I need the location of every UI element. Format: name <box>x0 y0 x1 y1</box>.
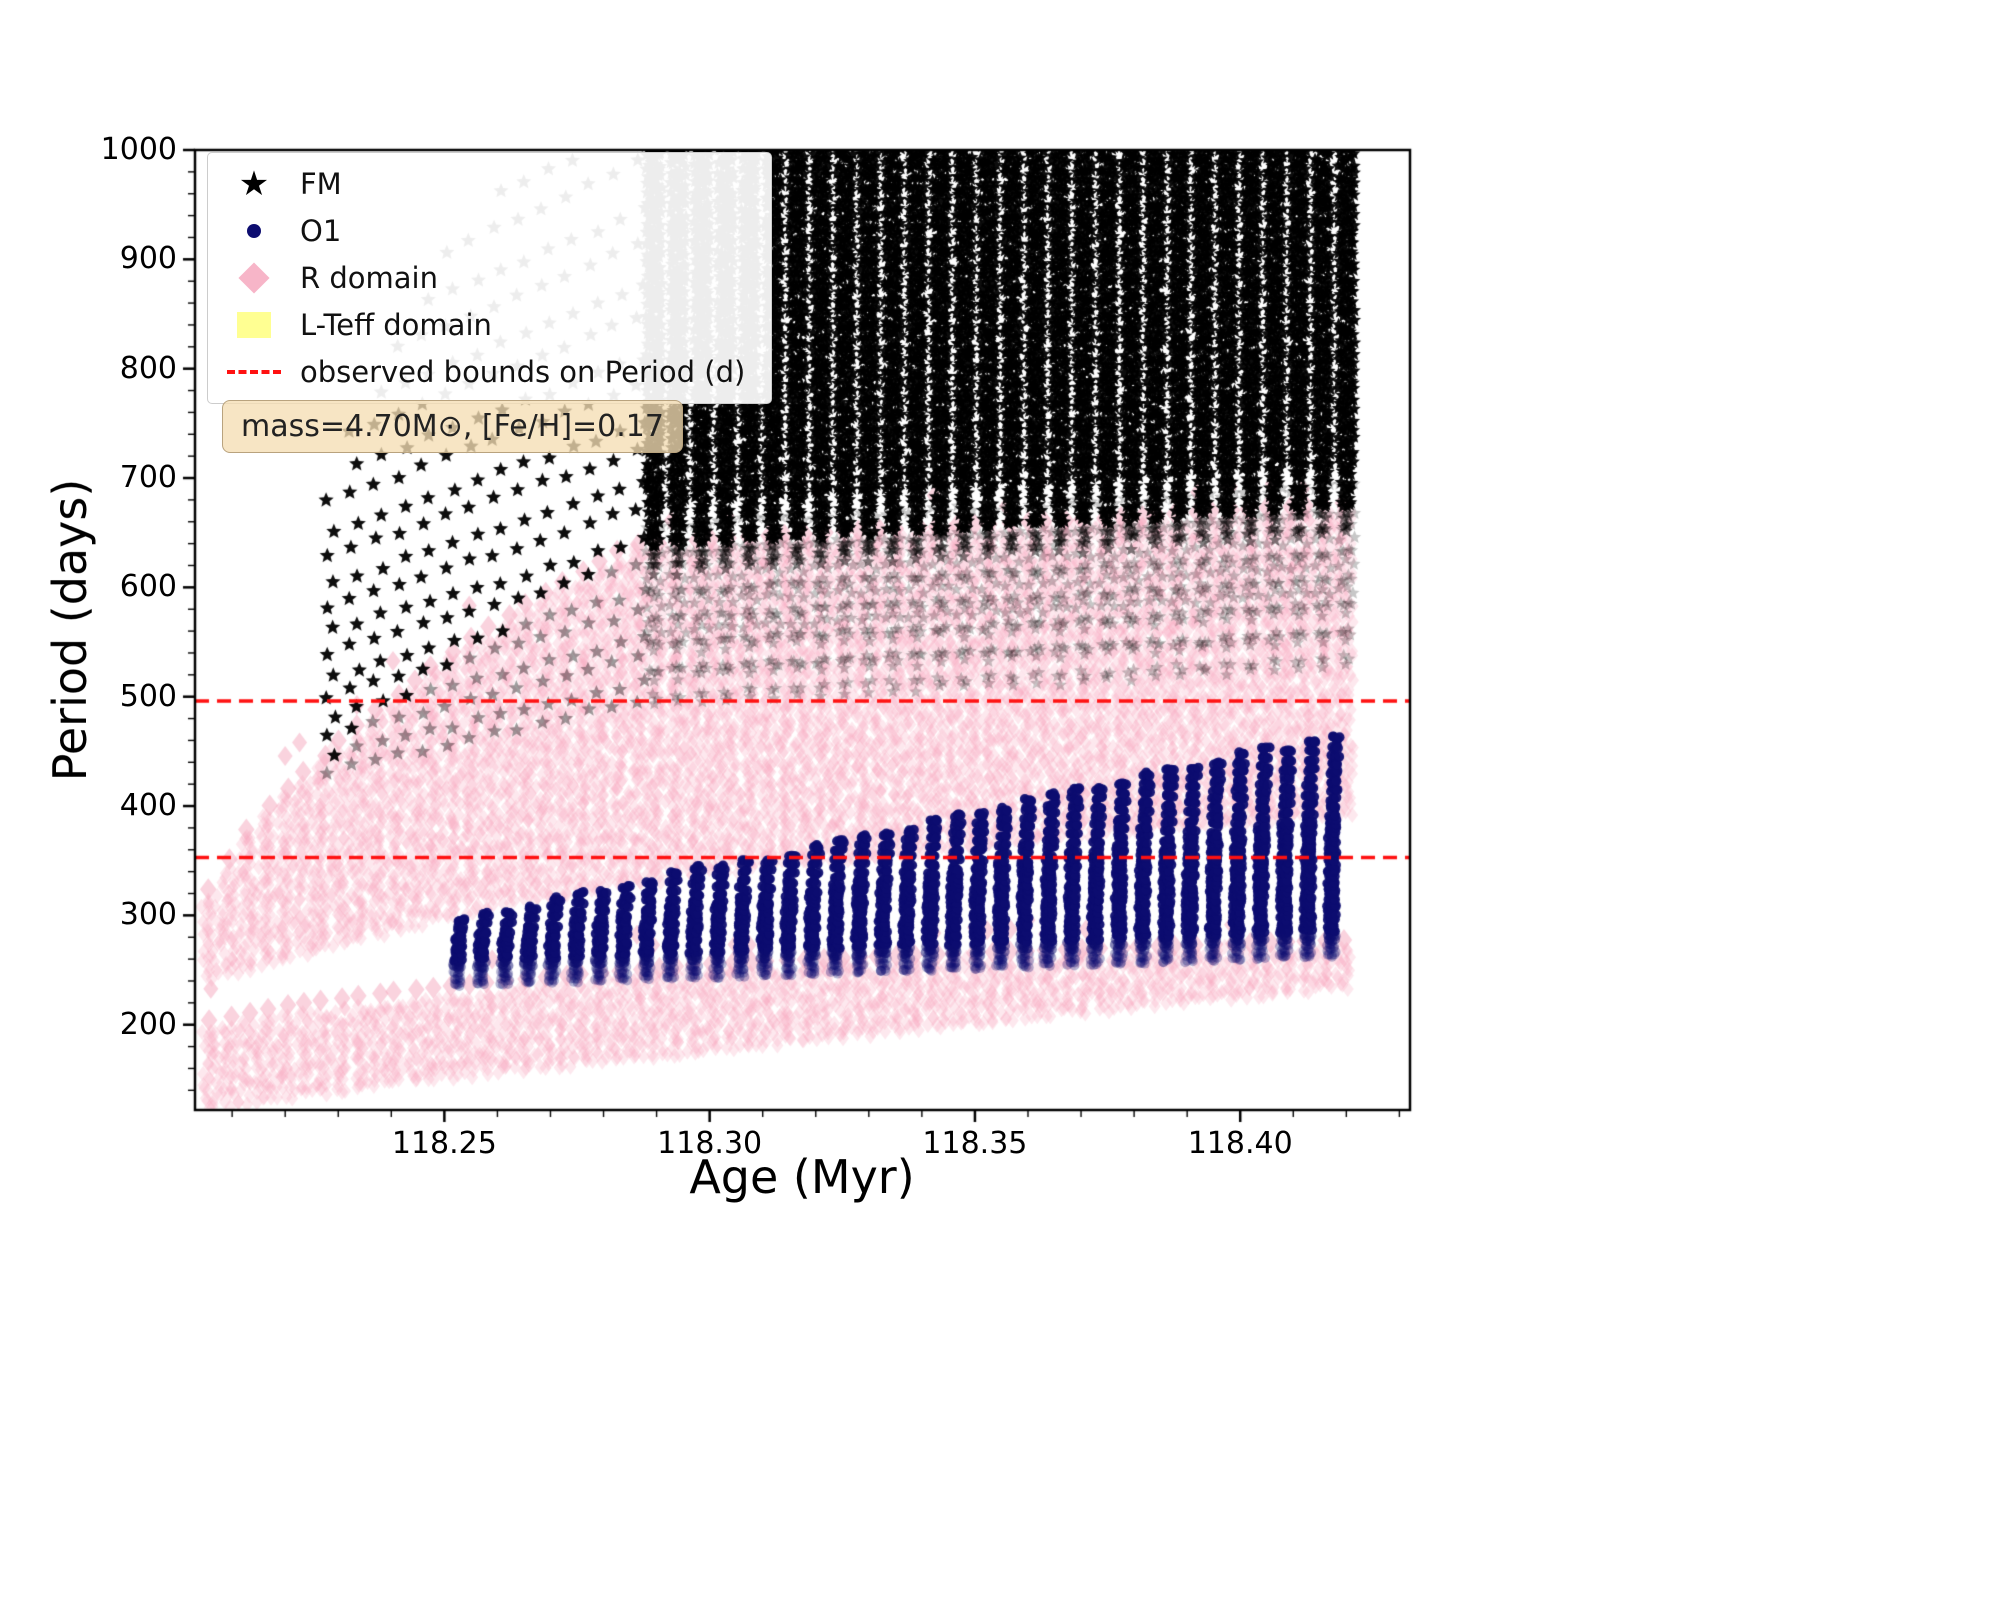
x-tick-label: 118.35 <box>922 1126 1028 1161</box>
x-tick-label: 118.25 <box>391 1126 497 1161</box>
legend-label-r-domain: R domain <box>300 261 438 295</box>
y-tick-label: 900 <box>119 241 177 277</box>
y-tick-label: 600 <box>119 569 177 605</box>
y-tick-label: 1000 <box>100 132 177 167</box>
annotation-text: mass=4.70M⊙, [Fe/H]=0.17 <box>241 409 664 444</box>
square-icon <box>222 312 286 338</box>
legend-label-o1: O1 <box>300 214 342 248</box>
y-tick-label: 400 <box>119 788 177 824</box>
legend: ★ FM O1 R domain L-Teff domain observed … <box>207 152 773 404</box>
y-axis-label: Period (days) <box>43 478 97 782</box>
x-tick-label: 118.30 <box>657 1126 763 1161</box>
legend-item-observed-bounds: observed bounds on Period (d) <box>222 351 745 393</box>
diamond-icon <box>222 262 286 294</box>
dashed-line-icon <box>222 370 286 374</box>
y-tick-label: 800 <box>119 350 177 386</box>
legend-item-o1: O1 <box>222 210 745 252</box>
y-tick-label: 500 <box>119 678 177 714</box>
star-icon: ★ <box>238 164 270 204</box>
x-axis-label: Age (Myr) <box>689 1150 915 1204</box>
legend-label-observed-bounds: observed bounds on Period (d) <box>300 355 746 389</box>
x-tick-label: 118.40 <box>1187 1126 1293 1161</box>
legend-item-l-teff-domain: L-Teff domain <box>222 304 745 346</box>
y-tick-label: 700 <box>119 460 177 496</box>
legend-label-fm: FM <box>300 167 342 201</box>
model-params-annotation: mass=4.70M⊙, [Fe/H]=0.17 <box>222 400 683 453</box>
y-tick-label: 300 <box>119 897 177 933</box>
legend-item-fm: ★ FM <box>222 163 745 205</box>
y-tick-label: 200 <box>119 1006 177 1042</box>
legend-label-l-teff-domain: L-Teff domain <box>300 308 492 342</box>
legend-item-r-domain: R domain <box>222 257 745 299</box>
circle-icon <box>222 224 286 238</box>
